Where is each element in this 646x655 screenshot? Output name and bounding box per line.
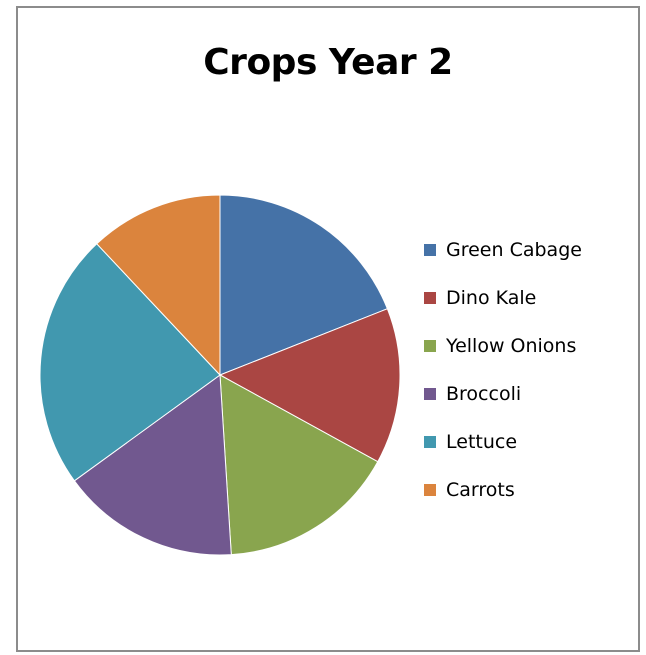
pie-slice-yellow-onions [219, 374, 379, 556]
pie-slice-carrots [96, 194, 221, 377]
legend-swatch [424, 388, 436, 400]
legend-swatch [424, 292, 436, 304]
legend-label: Carrots [446, 479, 515, 501]
chart-title: Crops Year 2 [203, 42, 453, 83]
legend-label: Green Cabage [446, 239, 582, 261]
pie-slice-lettuce [39, 243, 221, 482]
legend-swatch [424, 244, 436, 256]
legend-swatch [424, 340, 436, 352]
legend-swatch [424, 436, 436, 448]
pie-slice-broccoli [73, 374, 232, 556]
pie-slice-green-cabage [219, 194, 389, 376]
pie-slice-dino-kale [218, 308, 401, 463]
legend-swatch [424, 484, 436, 496]
legend-label: Yellow Onions [446, 335, 577, 357]
legend-label: Dino Kale [446, 287, 537, 309]
legend-label: Lettuce [446, 431, 518, 453]
legend-label: Broccoli [446, 383, 522, 405]
